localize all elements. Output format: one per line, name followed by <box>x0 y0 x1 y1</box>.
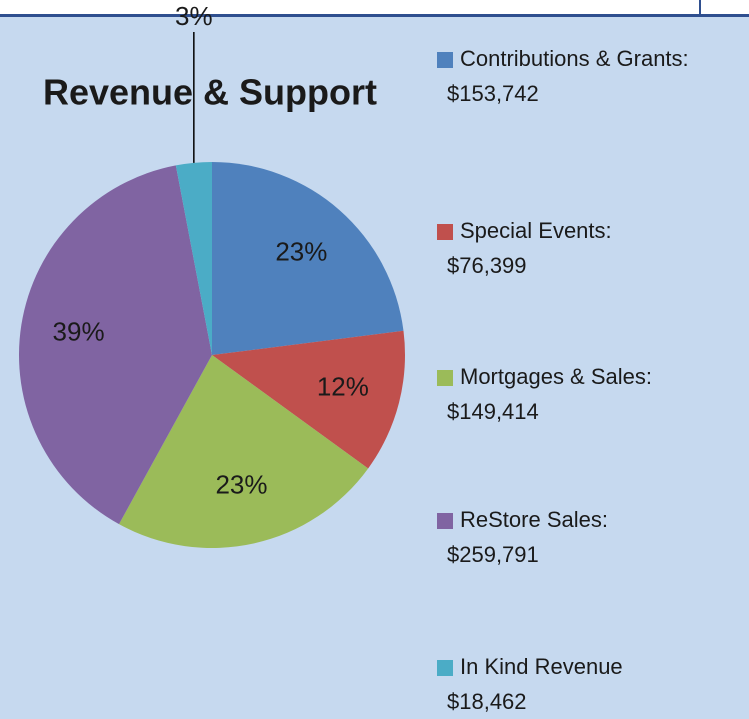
legend-label: ReStore Sales: <box>460 507 608 532</box>
legend-amount: $76,399 <box>447 253 527 278</box>
data-label: 23% <box>215 470 267 500</box>
pie-slice <box>212 330 406 469</box>
legend-label: Contributions & Grants: <box>460 46 689 71</box>
chart-title: Revenue & Support <box>43 72 377 113</box>
legend-swatch <box>437 52 453 68</box>
legend-amount: $153,742 <box>447 81 539 106</box>
data-label: 39% <box>53 317 105 347</box>
data-label: 23% <box>275 237 327 267</box>
legend-amount: $149,414 <box>447 399 539 424</box>
data-label: 3% <box>175 1 213 31</box>
top-rule <box>0 14 749 17</box>
legend-amount: $259,791 <box>447 542 539 567</box>
pie-slice <box>212 162 404 355</box>
legend-amount: $18,462 <box>447 689 527 714</box>
legend-swatch <box>437 370 453 386</box>
legend-label: Mortgages & Sales: <box>460 364 652 389</box>
top-strip <box>0 0 749 14</box>
data-label: 12% <box>317 371 369 401</box>
legend-swatch <box>437 224 453 240</box>
pie-slice <box>18 165 212 525</box>
legend-label: In Kind Revenue <box>460 654 623 679</box>
legend-label: Special Events: <box>460 218 612 243</box>
pie-slice <box>175 162 212 355</box>
pie-slice <box>119 355 369 548</box>
legend-swatch <box>437 660 453 676</box>
legend-swatch <box>437 513 453 529</box>
